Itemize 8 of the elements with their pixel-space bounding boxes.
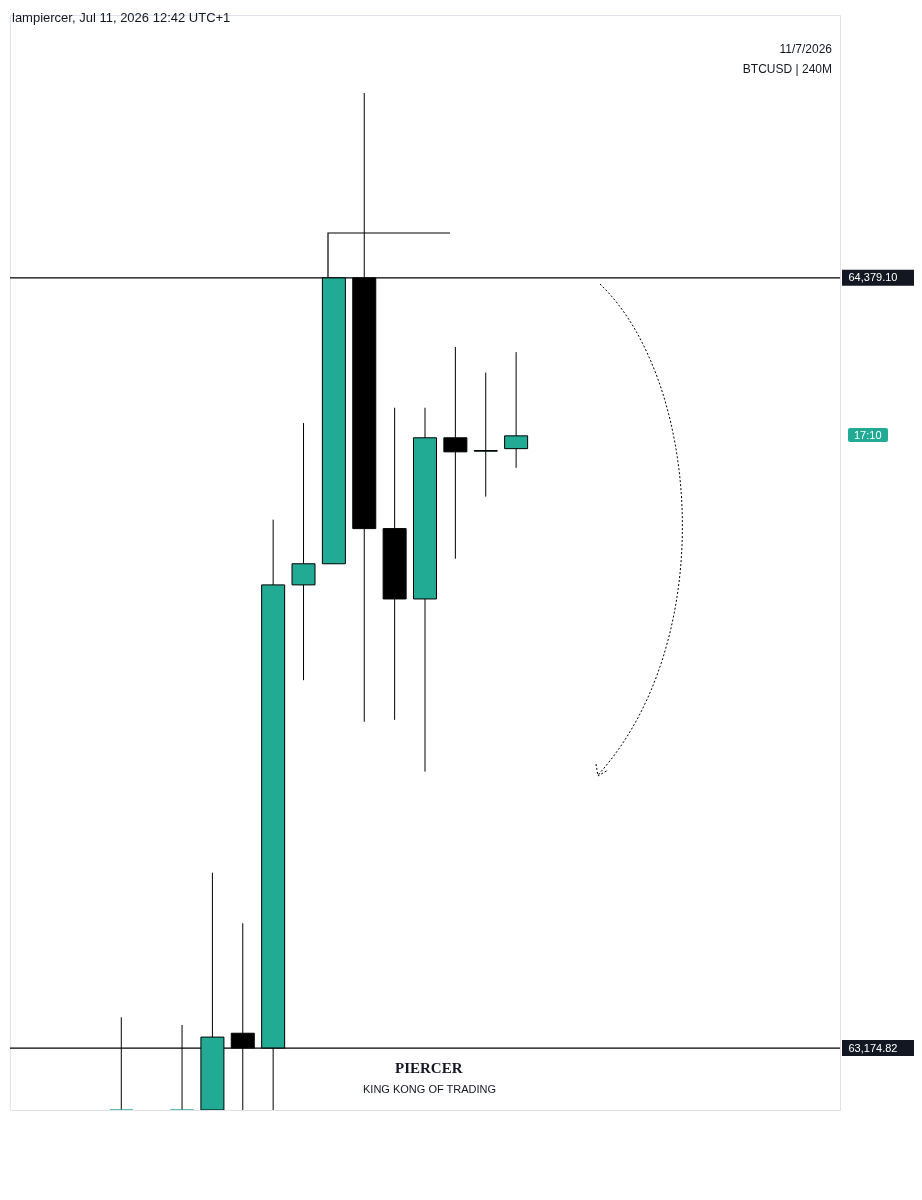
y-tick-label: 63,174.82 <box>848 1041 898 1054</box>
annotation: 11/7/2026 <box>779 42 832 56</box>
annotation: PIERCER <box>395 1060 463 1077</box>
text: 17:10 <box>848 428 888 442</box>
annotation: KING KONG OF TRADING <box>363 1083 497 1095</box>
chart-title: lampiercer, Jul 11, 2026 12:42 UTC+1 <box>12 10 231 25</box>
annotation: BTCUSD | 240M <box>742 62 832 76</box>
y-tick-label: 64,379.10 <box>848 271 898 284</box>
